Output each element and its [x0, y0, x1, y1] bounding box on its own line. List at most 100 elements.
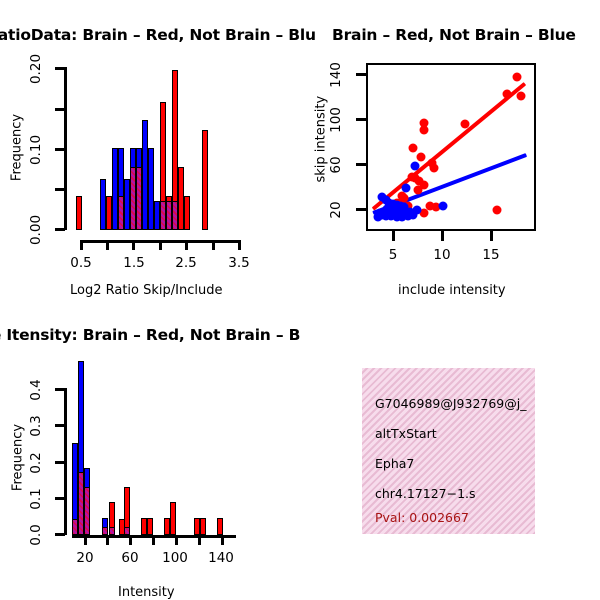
- intensity-histogram-plot: [66, 358, 236, 535]
- scatter-x-tick: [441, 231, 444, 241]
- info-line-pvalue: Pval: 0.002667: [375, 510, 469, 525]
- ratio-x-tick: [106, 240, 109, 250]
- intensity-histogram-title: ne Itensity: Brain – Red, Not Brain – B: [0, 326, 301, 344]
- histogram-bar: [72, 519, 79, 535]
- intensity-x-tick-label: 20: [76, 550, 94, 566]
- info-line-probe: G7046989@J932769@j_: [375, 396, 527, 411]
- histogram-bar: [147, 148, 154, 230]
- ratio-x-tick: [80, 240, 83, 250]
- scatter-x-tick: [490, 231, 493, 241]
- scatter-point: [419, 118, 429, 128]
- intensity-x-tick: [221, 535, 224, 545]
- scatter-point: [492, 205, 502, 215]
- intensity-x-tick-label: 100: [162, 550, 188, 566]
- intensity-x-tick: [84, 535, 87, 545]
- intensity-y-tick: [55, 533, 65, 536]
- ratio-y-tick: [55, 148, 65, 151]
- scatter-x-tick: [392, 231, 395, 241]
- scatter-point: [416, 152, 426, 162]
- intensity-x-tick: [175, 535, 178, 545]
- ratio-y-tick: [55, 228, 65, 231]
- ratio-y-tick: [55, 108, 65, 111]
- ratio-y-tick: [55, 67, 65, 70]
- scatter-point: [381, 211, 391, 221]
- histogram-bar: [123, 178, 130, 230]
- scatter-point: [408, 143, 418, 153]
- scatter-point: [419, 125, 429, 135]
- scatter-point: [401, 183, 411, 193]
- scatter-x-tick-label: 5: [388, 247, 398, 263]
- ratio-x-tick-label: 2.5: [175, 255, 197, 271]
- intensity-x-tick-label: 60: [121, 550, 139, 566]
- ratio-histogram-yaxis: [64, 67, 67, 230]
- info-line-event-type: altTxStart: [375, 426, 437, 441]
- intensity-histogram-xlabel: Intensity: [118, 585, 175, 600]
- ratio-y-tick-label: 0.20: [28, 53, 44, 85]
- scatter-title: Brain – Red, Not Brain – Blue: [332, 26, 576, 44]
- histogram-bar: [84, 486, 91, 535]
- scatter-xlabel: include intensity: [398, 283, 506, 298]
- scatter-point: [460, 119, 470, 129]
- info-line-locus: chr4.17127−1.s: [375, 486, 476, 501]
- panel-ratio-histogram: RatioData: Brain – Red, Not Brain – Blu …: [0, 0, 316, 310]
- intensity-y-tick-label: 0.0: [28, 524, 44, 546]
- histogram-bar: [153, 201, 160, 230]
- histogram-bar: [105, 196, 112, 230]
- scatter-point: [502, 89, 512, 99]
- ratio-y-tick-label: 0.10: [28, 134, 44, 166]
- panel-info: G7046989@J932769@j_ altTxStart Epha7 chr…: [300, 310, 600, 600]
- intensity-histogram-yaxis: [64, 388, 67, 535]
- scatter-point: [412, 205, 422, 215]
- scatter-y-tick: [356, 118, 366, 121]
- scatter-point: [408, 210, 418, 220]
- info-line-gene-symbol: Epha7: [375, 456, 415, 471]
- histogram-bar: [135, 167, 142, 230]
- intensity-y-tick: [55, 424, 65, 427]
- histogram-bar: [183, 196, 190, 230]
- histogram-bar: [124, 526, 131, 535]
- intensity-x-tick: [152, 535, 155, 545]
- histogram-bar: [140, 518, 147, 535]
- intensity-x-tick: [198, 535, 201, 545]
- scatter-y-tick-label: 140: [328, 62, 344, 88]
- scatter-point: [410, 161, 420, 171]
- intensity-histogram-ylabel: Frequency: [10, 423, 26, 492]
- scatter-y-tick-label: 20: [328, 201, 344, 219]
- scatter-y-tick-label: 60: [328, 156, 344, 174]
- ratio-x-tick-label: 1.5: [123, 255, 145, 271]
- histogram-bar: [75, 196, 82, 230]
- histogram-bar: [108, 526, 115, 535]
- scatter-y-tick: [356, 73, 366, 76]
- scatter-point: [516, 91, 526, 101]
- histogram-bar: [117, 196, 124, 230]
- histogram-bar: [163, 518, 170, 535]
- ratio-x-tick: [238, 240, 241, 250]
- intensity-x-tick: [129, 535, 132, 545]
- ratio-histogram-ylabel: Frequency: [9, 113, 25, 182]
- intensity-y-tick: [55, 388, 65, 391]
- histogram-bar: [171, 201, 178, 230]
- histogram-bar: [170, 501, 177, 535]
- histogram-bar: [159, 201, 166, 230]
- histogram-bar: [165, 201, 172, 230]
- scatter-ylabel: skip intensity: [313, 95, 329, 183]
- intensity-y-tick-label: 0.1: [28, 488, 44, 510]
- histogram-bar: [200, 518, 207, 535]
- scatter-point: [429, 163, 439, 173]
- ratio-histogram-title: RatioData: Brain – Red, Not Brain – Blu: [0, 26, 316, 44]
- intensity-x-tick: [106, 535, 109, 545]
- scatter-y-tick-label: 100: [328, 107, 344, 133]
- ratio-y-tick-label: 0.00: [28, 214, 44, 246]
- scatter-point: [413, 185, 423, 195]
- intensity-x-tick-label: 140: [208, 550, 234, 566]
- histogram-bar: [177, 167, 184, 230]
- scatter-x-tick-label: 15: [482, 247, 500, 263]
- histogram-bar: [201, 129, 208, 230]
- scatter-point: [403, 211, 413, 221]
- scatter-point: [419, 208, 429, 218]
- ratio-y-tick: [55, 188, 65, 191]
- ratio-x-tick: [212, 240, 215, 250]
- panel-intensity-scatter: Brain – Red, Not Brain – Blue skip inten…: [300, 0, 600, 310]
- scatter-point: [438, 201, 448, 211]
- scatter-plot-area: [366, 63, 536, 231]
